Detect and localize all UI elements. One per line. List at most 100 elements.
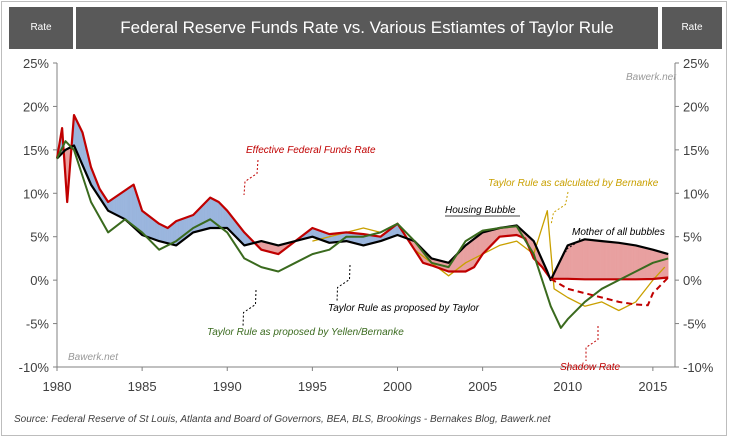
y-tick-label-right: 15% (683, 143, 709, 158)
fill-strip (625, 243, 628, 280)
source-note: Source: Federal Reserve of St Louis, Atl… (14, 414, 551, 425)
fill-strip (128, 186, 131, 225)
fill-strip (204, 200, 208, 230)
annotation-fed-funds: Effective Federal Funds Rate (246, 145, 376, 156)
fill-strip (169, 224, 172, 245)
fill-strip (196, 209, 199, 232)
fill-strip (208, 197, 211, 229)
fill-strip (461, 246, 465, 272)
fill-strip (359, 233, 362, 246)
fill-strip (664, 252, 667, 279)
fill-strip (473, 237, 477, 268)
y-tick-label-right: 5% (683, 230, 702, 245)
fill-strip (189, 215, 192, 236)
y-tick-label-right: 20% (683, 99, 709, 114)
fill-strip (472, 238, 475, 269)
x-tick-label: 1990 (213, 379, 242, 394)
fill-strip (218, 201, 221, 229)
watermark-top: Bawerk.net (626, 72, 677, 83)
connector-yellen (242, 289, 257, 328)
y-tick-label-left: 15% (23, 143, 49, 158)
fill-strip (201, 204, 204, 231)
watermark-bottom: Bawerk.net (68, 352, 119, 363)
fill-strip (599, 240, 602, 280)
fill-strip (152, 218, 155, 240)
fill-strip (155, 220, 158, 241)
fill-strip (329, 233, 332, 244)
fill-strip (618, 242, 621, 280)
fill-strip (652, 249, 655, 280)
y-tick-label-left: -5% (26, 317, 50, 332)
fill-strip (170, 223, 173, 245)
fill-strip (637, 245, 640, 280)
fill-strip (589, 239, 592, 280)
fill-strip (635, 245, 638, 280)
y-tick-label-left: 10% (23, 186, 49, 201)
fill-strip (116, 194, 119, 217)
fill-strip (158, 223, 162, 242)
annotation-mother: Mother of all bubbles (572, 227, 665, 238)
fill-strip (160, 224, 163, 243)
y-tick-label-left: 0% (30, 273, 49, 288)
y-tick-label-left: 5% (30, 230, 49, 245)
connector-taylor (336, 264, 351, 303)
fill-strip (639, 246, 642, 280)
fill-strip (620, 242, 623, 280)
fill-strip (591, 239, 594, 280)
y-tick-label-left: -10% (19, 360, 50, 375)
annotation-bernanke: Taylor Rule as calculated by Bernanke (488, 178, 659, 189)
fill-strip (569, 243, 572, 280)
fill-strip (119, 192, 122, 218)
fill-strip (191, 214, 194, 235)
y-tick-label-right: 10% (683, 186, 709, 201)
fill-strip (576, 241, 579, 280)
fill-strip (615, 242, 618, 280)
fill-strip (587, 239, 591, 280)
fill-strip (622, 243, 625, 280)
fill-strip (611, 241, 614, 280)
fill-strip (123, 190, 126, 220)
fill-strip (661, 251, 664, 279)
connector-mother (565, 237, 581, 253)
fill-strip (584, 239, 587, 280)
chart-title-bar: Federal Reserve Funds Rate vs. Various E… (76, 7, 658, 49)
fill-strip (613, 242, 616, 280)
fill-strip (606, 241, 609, 280)
left-axis-header: Rate (9, 7, 73, 49)
fill-strip (642, 246, 645, 280)
left-axis-label: Rate (30, 22, 52, 33)
fill-strip (203, 202, 206, 231)
y-tick-label-right: -10% (683, 360, 714, 375)
fill-strip (460, 248, 463, 272)
x-tick-label: 2010 (553, 379, 582, 394)
fill-strip (603, 241, 606, 280)
fill-strip (131, 184, 134, 228)
fill-strip (354, 233, 357, 244)
fill-strip (470, 239, 473, 270)
fill-strip (194, 211, 197, 233)
connector-shadow (585, 326, 599, 361)
fill-strip (118, 193, 121, 218)
fill-strip (463, 244, 466, 272)
connector-bernanke (550, 191, 569, 226)
fill-strip (157, 221, 160, 242)
annotation-taylor: Taylor Rule as proposed by Taylor (328, 303, 480, 314)
fill-strip (610, 241, 613, 280)
fill-strip (210, 197, 213, 229)
series-line-bernanke (312, 210, 666, 312)
fill-strip (353, 232, 356, 244)
fill-strip (570, 243, 574, 280)
fill-strip (659, 251, 662, 279)
series-line-yellen (56, 140, 669, 329)
y-tick-label-right: -5% (683, 317, 707, 332)
fill-strip (604, 241, 608, 280)
fill-strip (167, 226, 170, 244)
fill-strip (351, 232, 354, 244)
annotation-yellen: Taylor Rule as proposed by Yellen/Bernan… (207, 327, 404, 338)
fill-strip (148, 215, 151, 239)
fill-strip (608, 241, 611, 280)
y-tick-label-right: 0% (683, 273, 702, 288)
x-tick-label: 2005 (468, 379, 497, 394)
